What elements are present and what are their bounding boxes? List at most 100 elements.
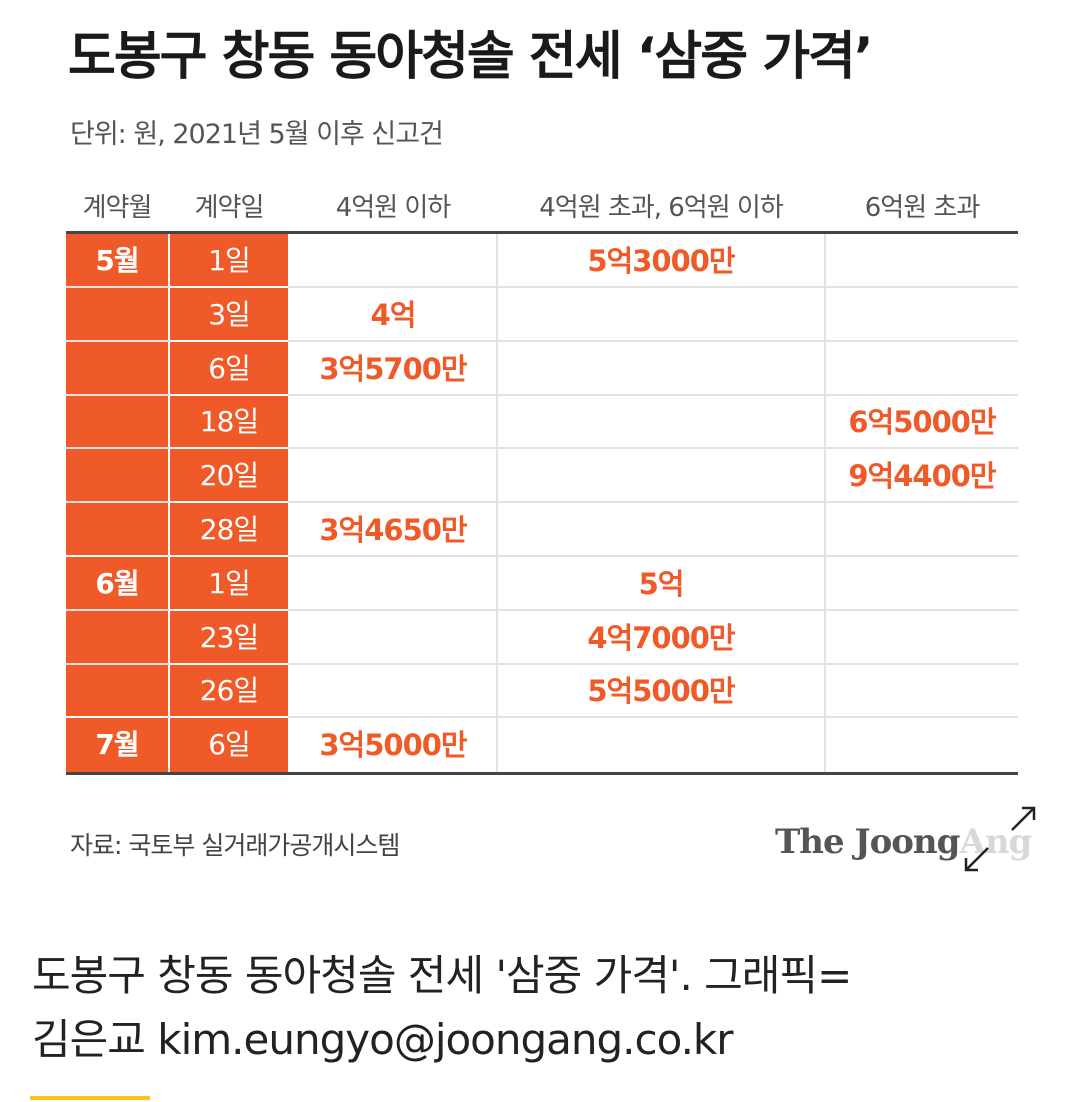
month-cell (66, 503, 168, 557)
price-cell (826, 557, 1018, 611)
price-cell (826, 611, 1018, 665)
month-cell: 7월 (95, 728, 139, 762)
row-divider (66, 339, 1018, 342)
price-cell (498, 449, 824, 503)
month-cell (66, 611, 168, 665)
row-divider (66, 501, 1018, 504)
day-cell: 3일 (208, 297, 251, 331)
row-divider (66, 447, 1018, 450)
row-divider (66, 716, 1018, 719)
month-cell (66, 664, 168, 718)
day-cell: 20일 (199, 459, 259, 493)
price-cell (826, 664, 1018, 718)
day-divider (170, 339, 288, 342)
price-cell: 5억 (638, 566, 685, 601)
table-row: 6일 3억5700만 (66, 342, 1018, 396)
price-cell (498, 288, 824, 342)
month-cell (66, 395, 168, 449)
price-cell: 4억7000만 (587, 620, 735, 655)
day-cell: 1일 (208, 566, 251, 600)
price-cell: 3억4650만 (319, 513, 467, 547)
row-divider (66, 393, 1018, 396)
table-row: 18일 6억5000만 (66, 395, 1018, 450)
column-header-over-6: 6억원 초과 (864, 193, 981, 223)
column-header-month: 계약월 (82, 193, 153, 223)
table-top-rule (66, 231, 1018, 234)
price-cell: 3억5000만 (319, 728, 467, 763)
day-cell: 28일 (199, 513, 259, 546)
price-cell (290, 557, 496, 611)
row-divider (66, 608, 1018, 611)
caption-accent-bar (30, 1096, 150, 1100)
price-cell (290, 611, 496, 665)
infographic: 도봉구 창동 동아청솔 전세 ‘삼중 가격’ 단위: 원, 2021년 5월 이… (66, 27, 1040, 876)
price-cell: 3억5700만 (319, 351, 467, 386)
price-cell (826, 234, 1018, 288)
day-divider (170, 447, 288, 450)
price-cell (498, 395, 824, 449)
price-cell (290, 449, 496, 503)
day-cell: 6일 (208, 351, 251, 385)
day-divider (170, 393, 288, 396)
image-caption: 도봉구 창동 동아청솔 전세 '삼중 가격'. 그래픽= 김은교 kim.eun… (32, 944, 1052, 1072)
month-cell: 5월 (95, 244, 139, 277)
price-cell: 6억5000만 (848, 405, 996, 440)
month-cell (66, 449, 168, 503)
day-cell: 23일 (199, 620, 259, 654)
month-cell: 6월 (95, 566, 139, 600)
day-divider (170, 716, 288, 719)
month-divider (66, 555, 168, 557)
price-cell (290, 395, 496, 449)
caption-line-1: 도봉구 창동 동아청솔 전세 '삼중 가격'. 그래픽= (32, 951, 852, 1000)
price-table: 5월 1일 5억3000만 3일 4억 6일 3억5700만 18일 6억5000만 20일 9억4… (66, 234, 1018, 772)
table-row: 23일 4억7000만 (66, 611, 1018, 665)
day-divider (170, 501, 288, 504)
table-bottom-rule (66, 772, 1018, 775)
table-row: 7월 6일 3억5000만 (66, 718, 1018, 772)
table-row: 5월 1일 5억3000만 (66, 234, 1018, 288)
table-row: 3일 4억 (66, 288, 1018, 342)
row-divider (66, 662, 1018, 665)
expand-icon[interactable] (960, 800, 1040, 876)
table-row: 28일 3억4650만 (66, 503, 1018, 557)
day-cell: 1일 (208, 244, 251, 277)
chart-subtitle: 단위: 원, 2021년 5월 이후 신고건 (70, 119, 444, 150)
day-cell: 26일 (199, 674, 259, 708)
column-header-day: 계약일 (194, 193, 265, 223)
price-cell (290, 234, 496, 288)
day-cell: 6일 (208, 728, 251, 762)
price-cell: 5억5000만 (587, 674, 735, 709)
month-cell (66, 288, 168, 342)
row-divider (66, 286, 1018, 288)
publisher-logo: The JoongAng (775, 822, 1032, 862)
table-row: 26일 5억5000만 (66, 664, 1018, 719)
price-cell: 5억3000만 (587, 244, 735, 278)
price-cell (498, 718, 824, 772)
source-note: 자료: 국토부 실거래가공개시스템 (70, 831, 400, 860)
caption-line-2: 김은교 kim.eungyo@joongang.co.kr (32, 1015, 734, 1064)
chart-title: 도봉구 창동 동아청솔 전세 ‘삼중 가격’ (68, 27, 874, 87)
price-cell (826, 288, 1018, 342)
month-divider (66, 716, 168, 719)
price-cell (826, 503, 1018, 557)
day-divider (170, 286, 288, 288)
price-cell (826, 342, 1018, 396)
logo-text-faded: Ang (959, 822, 1032, 862)
table-row: 6월 1일 5억 (66, 557, 1018, 611)
logo-text: The Joong (775, 822, 960, 862)
price-cell (826, 718, 1018, 772)
column-header-under-4: 4억원 이하 (335, 193, 452, 223)
month-cell (66, 342, 168, 396)
price-cell: 4억 (370, 297, 417, 332)
day-divider (170, 555, 288, 557)
price-cell: 9억4400만 (848, 459, 996, 494)
table-row: 20일 9억4400만 (66, 449, 1018, 504)
row-divider (66, 555, 1018, 557)
price-cell (498, 342, 824, 396)
price-cell (498, 503, 824, 557)
column-header-4-to-6: 4억원 초과, 6억원 이하 (539, 193, 784, 223)
price-cell (290, 664, 496, 718)
day-cell: 18일 (199, 405, 259, 439)
day-divider (170, 662, 288, 665)
day-divider (170, 608, 288, 611)
